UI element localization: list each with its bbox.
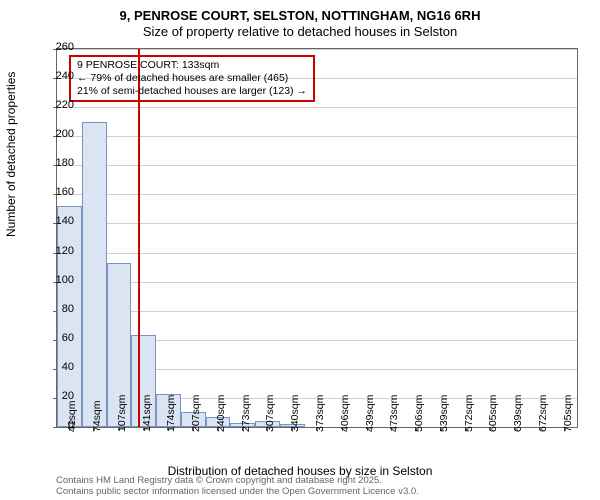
- gridline: [57, 282, 577, 283]
- y-tick-label: 80: [44, 303, 74, 315]
- y-tick-label: 40: [44, 361, 74, 373]
- chart-container: 9, PENROSE COURT, SELSTON, NOTTINGHAM, N…: [0, 0, 600, 500]
- chart-title-main: 9, PENROSE COURT, SELSTON, NOTTINGHAM, N…: [0, 0, 600, 23]
- y-tick-label: 240: [44, 70, 74, 82]
- plot-area: 9 PENROSE COURT: 133sqm ← 79% of detache…: [56, 48, 578, 428]
- gridline: [57, 194, 577, 195]
- attribution-line-2: Contains public sector information licen…: [56, 487, 419, 498]
- y-tick-label: 200: [44, 128, 74, 140]
- gridline: [57, 311, 577, 312]
- y-tick-label: 60: [44, 332, 74, 344]
- annotation-line-1: 9 PENROSE COURT: 133sqm: [77, 59, 307, 72]
- y-tick-label: 120: [44, 245, 74, 257]
- gridline: [57, 165, 577, 166]
- attribution-text: Contains HM Land Registry data © Crown c…: [56, 476, 419, 498]
- gridline: [57, 136, 577, 137]
- gridline: [57, 253, 577, 254]
- y-tick-label: 160: [44, 186, 74, 198]
- y-axis-label: Number of detached properties: [4, 72, 18, 237]
- histogram-bar: [82, 122, 107, 427]
- y-tick-label: 140: [44, 215, 74, 227]
- marker-line: [138, 49, 140, 427]
- annotation-line-2: ← 79% of detached houses are smaller (46…: [77, 72, 307, 85]
- annotation-line-3: 21% of semi-detached houses are larger (…: [77, 85, 307, 98]
- y-tick-label: 180: [44, 157, 74, 169]
- gridline: [57, 223, 577, 224]
- gridline: [57, 107, 577, 108]
- gridline: [57, 49, 577, 50]
- annotation-box: 9 PENROSE COURT: 133sqm ← 79% of detache…: [69, 55, 315, 102]
- chart-title-sub: Size of property relative to detached ho…: [0, 23, 600, 39]
- y-tick-label: 260: [44, 41, 74, 53]
- y-tick-label: 100: [44, 274, 74, 286]
- y-tick-label: 220: [44, 99, 74, 111]
